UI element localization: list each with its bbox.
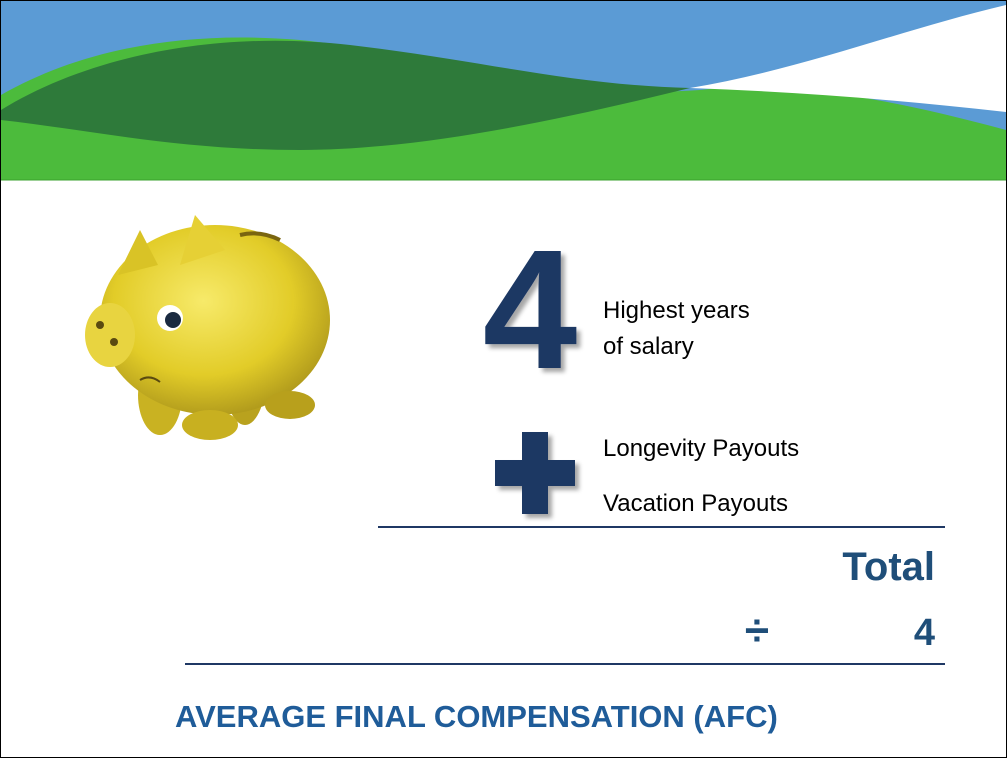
slide: 4 Highest years of salary Longevity Payo…: [0, 0, 1007, 758]
description-line: of salary: [603, 333, 694, 360]
header-waves: [1, 1, 1006, 180]
payout-item: Vacation Payouts: [603, 490, 788, 517]
description-line: Highest years: [603, 297, 750, 324]
total-label: Total: [842, 545, 935, 589]
divide-symbol: ÷: [745, 606, 769, 655]
result-label: AVERAGE FINAL COMPENSATION (AFC): [175, 699, 778, 734]
payout-item: Longevity Payouts: [603, 435, 799, 462]
big-number: 4: [483, 215, 578, 405]
divisor: 4: [914, 612, 935, 654]
